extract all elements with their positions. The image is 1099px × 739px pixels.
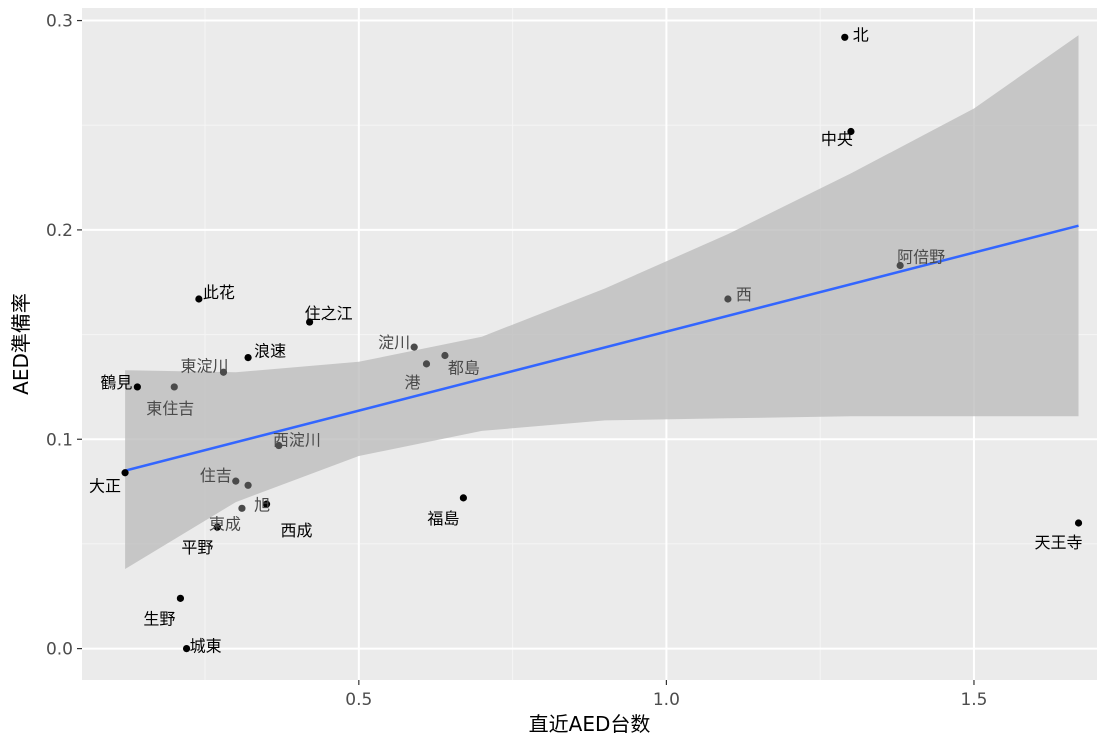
point-label: 生野 [143, 609, 175, 628]
data-point [232, 477, 240, 485]
data-point [841, 33, 849, 41]
y-axis-title: AED準備率 [9, 293, 33, 395]
x-axis-ticks: 0.5 1.0 1.5 [345, 680, 987, 710]
point-label: 中央 [821, 130, 853, 149]
point-label: 東成 [209, 514, 241, 533]
y-tick-label: 0.1 [46, 430, 73, 450]
point-label: 城東 [190, 637, 222, 656]
data-point [238, 504, 246, 512]
data-point [121, 469, 129, 477]
data-point [847, 127, 855, 136]
data-point [459, 494, 467, 502]
point-label: 住之江 [305, 304, 353, 323]
data-point [195, 295, 203, 303]
confidence-band [125, 35, 1079, 569]
data-point [219, 368, 228, 376]
point-label: 淀川 [378, 333, 410, 352]
data-points [121, 33, 1083, 653]
data-point [441, 351, 449, 360]
point-label: 西成 [281, 521, 313, 540]
data-point [244, 481, 252, 489]
point-label: 鶴見 [100, 373, 132, 392]
x-tick-label: 0.5 [345, 690, 372, 710]
point-label: 都島 [448, 359, 480, 378]
data-point [724, 295, 732, 303]
data-point [262, 500, 271, 508]
data-point [133, 383, 141, 391]
data-point [422, 360, 431, 368]
y-tick-label: 0.2 [46, 221, 73, 241]
data-point [244, 354, 252, 362]
data-point [275, 441, 283, 450]
point-label: 阿倍野 [897, 247, 945, 266]
point-label: 東住吉 [146, 399, 194, 418]
data-point [1074, 519, 1083, 527]
point-label: 福島 [427, 509, 459, 528]
point-label: 旭 [254, 495, 270, 514]
data-point [182, 644, 191, 653]
point-label: 平野 [181, 538, 213, 557]
point-label: 住吉 [200, 466, 232, 485]
point-label: 西淀川 [273, 431, 321, 450]
data-point [213, 523, 221, 531]
x-axis-title: 直近AED台数 [529, 712, 651, 736]
point-label: 東淀川 [180, 356, 228, 375]
point-label: 北 [853, 25, 869, 44]
x-tick-label: 1.0 [653, 690, 680, 710]
data-point [170, 383, 178, 391]
data-point [306, 318, 314, 326]
y-axis-ticks: 0.0 0.1 0.2 0.3 [46, 12, 82, 660]
x-tick-label: 1.5 [960, 690, 987, 710]
data-point [896, 261, 904, 270]
point-label: 浪速 [254, 342, 286, 361]
data-point [410, 343, 418, 351]
y-tick-label: 0.3 [46, 12, 73, 32]
point-label: 大正 [89, 477, 121, 496]
trend-line [124, 224, 1079, 472]
data-point [176, 594, 185, 602]
point-label: 港 [404, 373, 420, 392]
y-tick-label: 0.0 [46, 640, 73, 660]
point-label: 西 [736, 285, 752, 304]
point-label: 此花 [203, 283, 235, 302]
point-label: 天王寺 [1035, 533, 1083, 552]
